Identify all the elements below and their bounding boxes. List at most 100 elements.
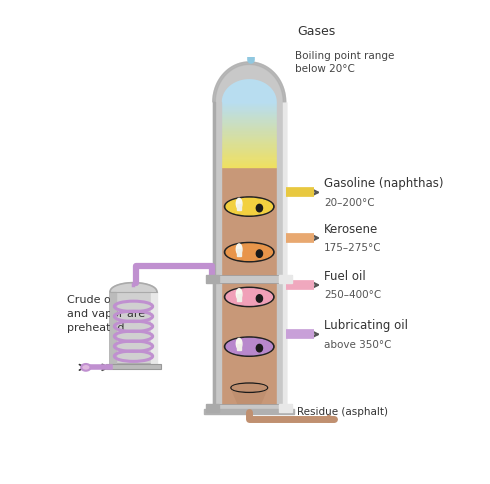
Bar [221, 149, 277, 150]
Polygon shape [110, 283, 157, 292]
Ellipse shape [256, 295, 263, 302]
Polygon shape [213, 63, 286, 103]
Bar [221, 107, 277, 108]
Text: 250–400°C: 250–400°C [324, 290, 381, 300]
Bar [277, 103, 286, 412]
Bar [206, 404, 293, 412]
Bar [221, 116, 277, 117]
Text: Fuel oil: Fuel oil [324, 270, 366, 283]
Ellipse shape [224, 337, 274, 357]
Bar [237, 344, 241, 350]
Polygon shape [213, 63, 286, 103]
Text: 175–275°C: 175–275°C [324, 243, 382, 253]
Bar [283, 103, 286, 412]
Bar [221, 160, 277, 162]
Ellipse shape [256, 205, 263, 212]
Ellipse shape [231, 383, 268, 393]
Bar [221, 104, 277, 105]
Bar [221, 126, 277, 127]
Ellipse shape [236, 339, 242, 349]
Bar [221, 123, 277, 124]
Text: 20–200°C: 20–200°C [324, 197, 375, 208]
Bar [221, 117, 277, 118]
Bar [221, 121, 277, 122]
Bar [221, 150, 277, 151]
Text: Residue (asphalt): Residue (asphalt) [297, 406, 388, 416]
Ellipse shape [256, 250, 263, 258]
Bar [221, 153, 277, 154]
Bar [221, 119, 277, 120]
Bar [237, 250, 241, 257]
Bar [221, 167, 277, 168]
Bar [221, 136, 277, 137]
Bar [110, 292, 116, 364]
Text: Lubricating oil: Lubricating oil [324, 318, 408, 332]
Bar [221, 142, 277, 143]
Ellipse shape [81, 364, 91, 371]
Bar [204, 409, 294, 414]
Bar [213, 103, 215, 412]
Bar [221, 159, 277, 160]
Ellipse shape [224, 197, 274, 217]
Bar [221, 162, 277, 163]
Bar [221, 129, 277, 130]
Bar [221, 122, 277, 123]
Text: Crude oil
and vapor are
preheated: Crude oil and vapor are preheated [68, 294, 146, 333]
Ellipse shape [226, 199, 272, 215]
Bar [221, 145, 277, 146]
Bar [221, 141, 277, 142]
Bar [221, 144, 277, 145]
Bar [221, 155, 277, 156]
Bar [221, 135, 277, 136]
Bar [221, 131, 277, 132]
Bar [221, 164, 277, 165]
Bar [221, 106, 277, 107]
Bar [151, 292, 157, 364]
Bar [221, 113, 277, 114]
Bar [206, 275, 293, 284]
Ellipse shape [226, 244, 272, 261]
Bar [221, 120, 277, 121]
Bar [221, 158, 277, 159]
Ellipse shape [224, 287, 274, 307]
Bar [206, 275, 219, 284]
Ellipse shape [226, 289, 272, 305]
Bar [221, 143, 277, 144]
Bar [221, 163, 277, 164]
Bar [279, 275, 293, 284]
Bar [221, 105, 277, 106]
Polygon shape [231, 388, 268, 410]
Bar [221, 124, 277, 126]
Ellipse shape [236, 244, 242, 255]
Text: Gasoline (naphthas): Gasoline (naphthas) [324, 177, 443, 190]
Text: Gases: Gases [297, 25, 335, 37]
Ellipse shape [232, 385, 266, 391]
Bar [221, 111, 277, 113]
Bar [237, 204, 241, 211]
Bar [221, 118, 277, 119]
Bar [221, 115, 277, 116]
Bar [221, 109, 277, 110]
Bar [221, 156, 277, 157]
Bar [206, 404, 219, 412]
Bar [221, 154, 277, 155]
Text: Boiling point range
below 20°C: Boiling point range below 20°C [295, 51, 394, 74]
Bar [106, 364, 161, 369]
Bar [221, 157, 277, 158]
Ellipse shape [236, 289, 242, 300]
Ellipse shape [224, 243, 274, 262]
Bar [221, 114, 277, 115]
Text: Kerosene: Kerosene [324, 223, 378, 236]
Ellipse shape [256, 345, 263, 352]
Bar [221, 103, 277, 412]
Bar [221, 165, 277, 166]
Bar [221, 103, 277, 104]
Bar [221, 127, 277, 128]
Ellipse shape [236, 199, 242, 210]
Bar [221, 137, 277, 139]
Bar [110, 292, 157, 364]
Bar [221, 139, 277, 140]
Bar [221, 128, 277, 129]
Bar [237, 294, 241, 301]
Bar [221, 110, 277, 111]
